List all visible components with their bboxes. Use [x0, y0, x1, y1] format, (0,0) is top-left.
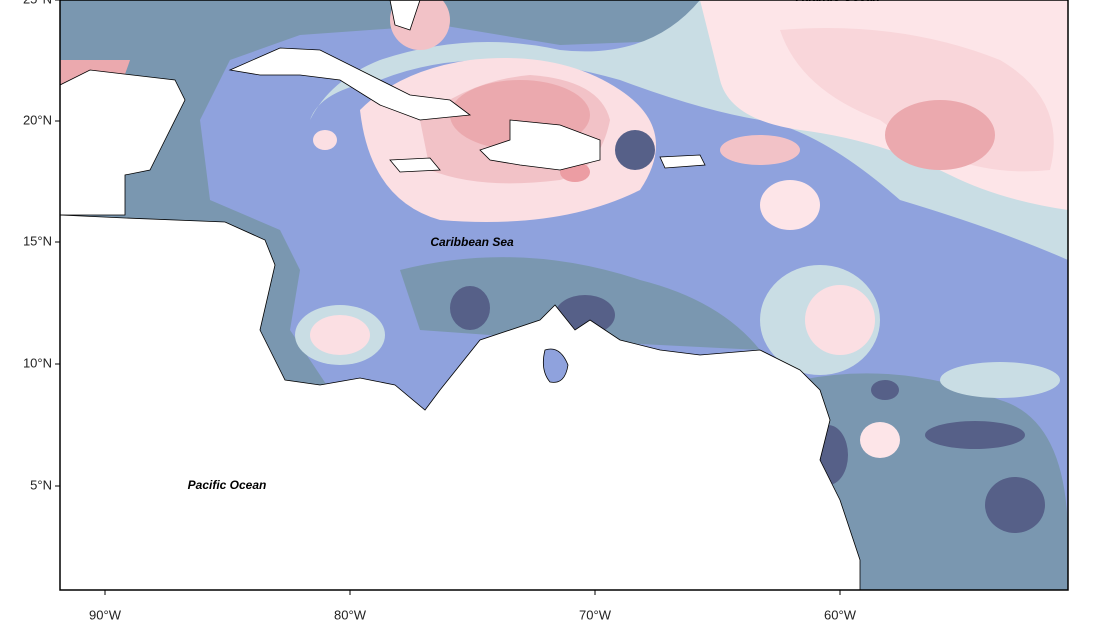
y-tick-label: 10°N: [23, 355, 52, 370]
zone: [615, 130, 655, 170]
x-tick-label: 90°W: [89, 607, 122, 622]
place-label: Pacific Ocean: [188, 478, 267, 492]
zone: [760, 180, 820, 230]
zone: [313, 130, 337, 150]
y-tick-label: 25°N: [23, 0, 52, 6]
land: [60, 69, 186, 216]
zone: [450, 286, 490, 330]
zone: [805, 285, 875, 355]
y-tick-label: 20°N: [23, 112, 52, 127]
zone: [940, 362, 1060, 398]
island: [659, 154, 706, 169]
lake: [542, 348, 569, 383]
x-tick-label: 80°W: [334, 607, 367, 622]
zone: [985, 477, 1045, 533]
island: [479, 119, 601, 171]
zone: [860, 422, 900, 458]
place-label: Atlantic Ocean: [795, 0, 880, 4]
island: [228, 47, 472, 121]
zone: [925, 421, 1025, 449]
land: [60, 214, 861, 590]
zone: [310, 315, 370, 355]
y-tick-label: 5°N: [30, 477, 52, 492]
zone: [871, 380, 899, 400]
zone: [720, 135, 800, 165]
y-tick-label: 15°N: [23, 233, 52, 248]
map-field: [60, 0, 1068, 590]
x-tick-label: 60°W: [824, 607, 857, 622]
zone: [885, 100, 995, 170]
island: [389, 0, 421, 31]
place-label: Caribbean Sea: [430, 235, 514, 249]
x-tick-label: 70°W: [579, 607, 612, 622]
frame: [59, 0, 1069, 591]
island: [389, 157, 441, 173]
